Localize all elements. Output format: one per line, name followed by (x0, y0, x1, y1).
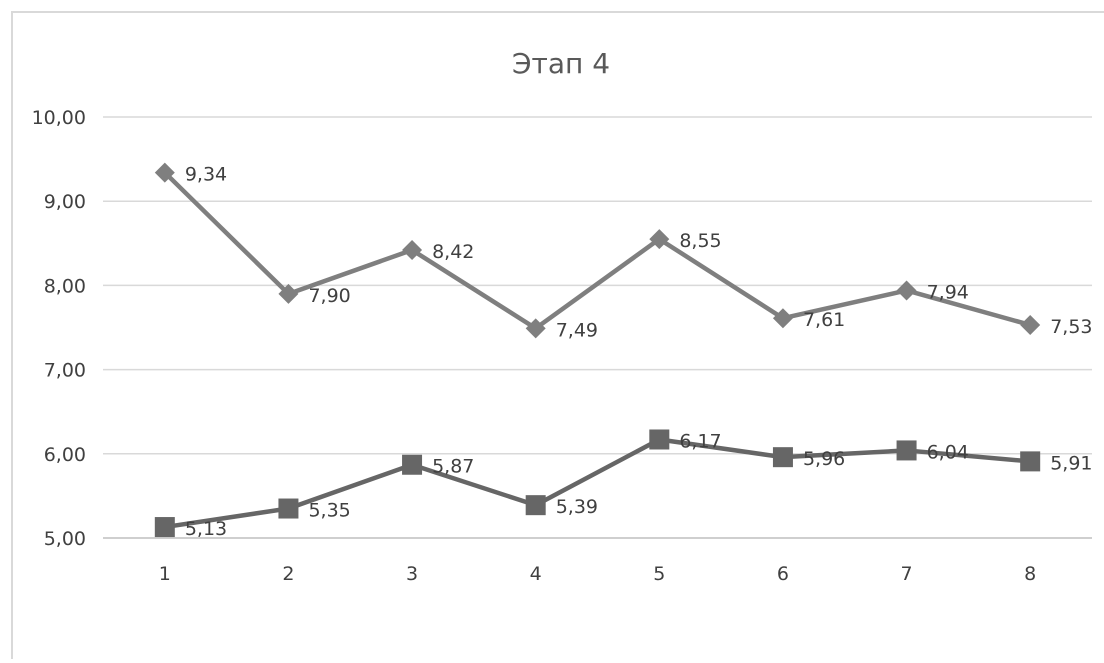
series-line-1 (163, 170, 1031, 331)
data-label: 9,34 (185, 164, 227, 186)
data-label: 7,53 (1050, 316, 1092, 338)
diamond-marker (525, 318, 546, 339)
data-label: 7,61 (803, 309, 845, 331)
diamond-marker (1020, 314, 1041, 335)
diamond-marker (278, 283, 299, 304)
data-label: 8,42 (432, 241, 474, 263)
y-tick-label: 10,00 (32, 107, 86, 129)
square-marker (402, 454, 423, 475)
x-tick-label: 4 (530, 563, 542, 585)
x-tick-label: 1 (159, 563, 171, 585)
square-marker (525, 495, 546, 516)
square-marker (896, 440, 917, 461)
data-labels: 9,34 7,90 8,42 7,49 8,55 7,61 7,94 7,53 5,13 5,35… (185, 164, 1093, 540)
x-tick-label: 6 (777, 563, 789, 585)
series-line-2 (164, 437, 1031, 530)
data-label: 7,49 (556, 319, 598, 341)
y-axis-tick-labels: 5,00 6,00 7,00 8,00 9,00 10,00 (32, 107, 86, 550)
x-tick-label: 3 (406, 563, 418, 585)
square-marker (154, 517, 175, 538)
square-marker (1020, 451, 1041, 472)
diamond-marker (649, 229, 670, 250)
series-group (154, 162, 1041, 538)
square-marker (772, 447, 793, 468)
data-label: 5,39 (556, 496, 598, 518)
data-label: 6,17 (679, 430, 721, 452)
data-label: 5,35 (308, 500, 350, 522)
data-label: 5,96 (803, 448, 845, 470)
diamond-marker (772, 308, 793, 329)
x-axis-tick-labels: 1 2 3 4 5 6 7 8 (159, 563, 1036, 585)
x-tick-label: 5 (653, 563, 665, 585)
data-label: 7,94 (927, 281, 969, 303)
y-tick-label: 8,00 (44, 275, 86, 297)
chart-border (11, 11, 1104, 663)
x-tick-label: 8 (1024, 563, 1036, 585)
data-label: 6,04 (927, 441, 969, 463)
data-label: 7,90 (308, 285, 350, 307)
diamond-marker (402, 240, 423, 261)
chart-title: Этап 4 (512, 47, 610, 80)
diamond-marker (154, 162, 175, 183)
y-tick-label: 5,00 (44, 528, 86, 550)
data-label: 8,55 (679, 230, 721, 252)
square-marker (278, 498, 299, 519)
diamond-marker (896, 280, 917, 301)
data-label: 5,87 (432, 456, 474, 478)
x-tick-label: 2 (282, 563, 294, 585)
square-marker (649, 429, 670, 450)
data-label: 5,91 (1050, 452, 1092, 474)
y-tick-label: 7,00 (44, 360, 86, 382)
y-tick-label: 6,00 (44, 444, 86, 466)
x-tick-label: 7 (901, 563, 913, 585)
y-tick-label: 9,00 (44, 191, 86, 213)
data-label: 5,13 (185, 518, 227, 540)
